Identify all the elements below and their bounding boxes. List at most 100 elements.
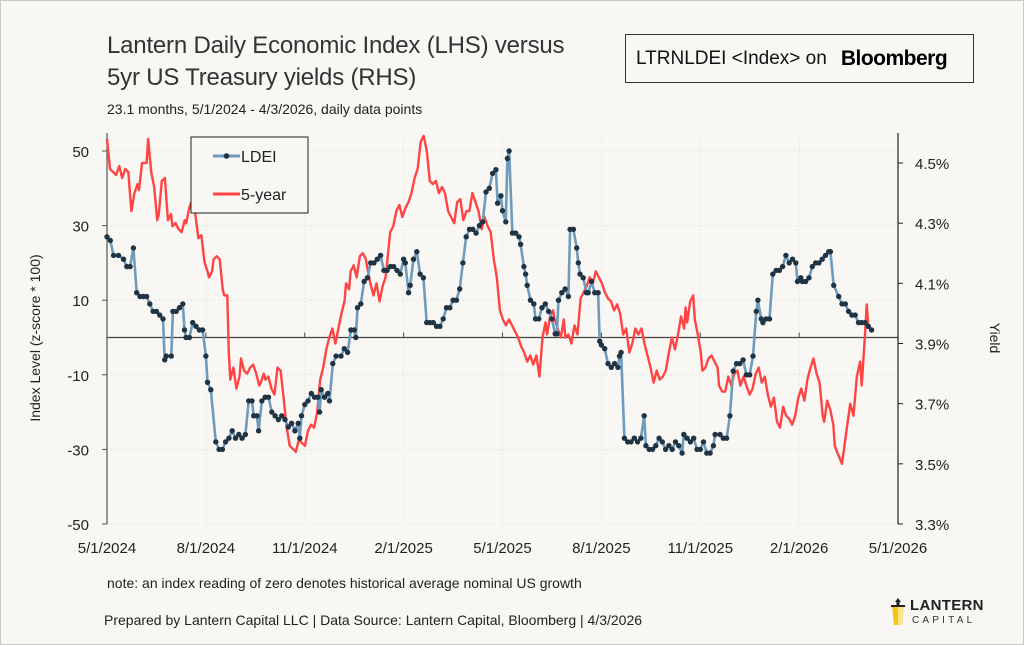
ldei-point bbox=[681, 431, 687, 438]
ldei-point bbox=[516, 234, 522, 240]
ldei-point bbox=[321, 394, 328, 400]
ldei-point bbox=[208, 387, 214, 393]
ldei-point bbox=[318, 387, 324, 393]
ldei-point bbox=[242, 431, 249, 438]
ldei-point bbox=[819, 256, 825, 262]
ldei-point bbox=[384, 267, 390, 274]
ldei-point bbox=[666, 443, 672, 449]
ldei-point bbox=[476, 222, 483, 229]
ldei-point bbox=[204, 379, 211, 385]
ldei-point bbox=[679, 450, 685, 456]
ldei-point bbox=[255, 428, 262, 434]
ldei-point bbox=[822, 252, 829, 259]
ldei-point bbox=[358, 301, 364, 307]
x-tick-label: 5/1/2026 bbox=[869, 540, 927, 557]
ldei-point bbox=[483, 189, 489, 195]
x-tick-label: 11/1/2024 bbox=[272, 540, 338, 557]
axes: 50 30 10 -10 -30 -50 4.5% 4.3% 4.1% 3.9% 3.7% 3.5% 3… bbox=[67, 133, 949, 557]
ldei-point bbox=[747, 372, 753, 378]
ldei-point bbox=[203, 353, 209, 359]
ldei-point bbox=[588, 278, 595, 285]
ldei-point bbox=[793, 260, 799, 266]
ldei-point bbox=[288, 420, 295, 426]
ldei-point bbox=[160, 316, 166, 322]
ldei-point bbox=[634, 439, 641, 445]
x-tick-label: 5/1/2024 bbox=[78, 540, 136, 557]
ldei-point bbox=[414, 249, 420, 255]
y-tick-label-left: -10 bbox=[67, 368, 89, 385]
ldei-point bbox=[354, 305, 361, 311]
ldei-point bbox=[618, 349, 624, 356]
ldei-point bbox=[297, 435, 303, 441]
ldei-point bbox=[147, 301, 153, 307]
ldei-point bbox=[504, 155, 511, 162]
ldei-point bbox=[638, 435, 644, 441]
ldei-point bbox=[330, 360, 336, 367]
ldei-point bbox=[420, 275, 427, 281]
ldei-point bbox=[542, 301, 548, 307]
x-tick-label: 5/1/2025 bbox=[473, 540, 531, 557]
ldei-point bbox=[473, 230, 479, 236]
bloomberg-logo: Bloomberg bbox=[840, 46, 948, 70]
ldei-point bbox=[397, 271, 403, 277]
ldei-point bbox=[341, 346, 347, 352]
ldei-point bbox=[239, 435, 245, 441]
ldei-point bbox=[316, 409, 323, 415]
ldei-point bbox=[555, 297, 562, 303]
legend-5-year-label: 5-year bbox=[241, 187, 287, 204]
x-tick-label: 2/1/2026 bbox=[770, 540, 828, 557]
ldei-point bbox=[517, 241, 524, 247]
ldei-point bbox=[565, 293, 572, 300]
ldei-point bbox=[653, 443, 659, 449]
ldei-point bbox=[521, 263, 527, 270]
ldei-point bbox=[186, 334, 193, 341]
ldei-point bbox=[333, 353, 339, 359]
ldei-point bbox=[513, 230, 519, 236]
ldei-point bbox=[282, 416, 288, 423]
ldei-point bbox=[766, 316, 773, 322]
y-tick-label-right: 4.3% bbox=[915, 216, 949, 233]
ldei-point bbox=[574, 245, 580, 251]
ldei-point bbox=[710, 443, 717, 449]
legend-ldei-marker bbox=[223, 153, 230, 159]
ldei-point bbox=[176, 305, 183, 311]
ldei-point bbox=[750, 353, 756, 359]
ldei-point bbox=[740, 357, 746, 363]
ldei-point bbox=[402, 260, 408, 266]
ldei-point bbox=[104, 234, 110, 240]
ldei-point bbox=[190, 319, 196, 326]
ldei-point bbox=[447, 305, 453, 311]
y-tick-label-left: 10 bbox=[72, 293, 89, 310]
ldei-point bbox=[776, 267, 783, 274]
ldei-point bbox=[338, 353, 344, 359]
ldei-point bbox=[539, 305, 545, 311]
ldei-point bbox=[862, 319, 868, 326]
ldei-point bbox=[361, 278, 367, 285]
ldei-point bbox=[527, 297, 534, 303]
x-tick-label: 8/1/2025 bbox=[572, 540, 630, 557]
ldei-point bbox=[463, 234, 469, 240]
ldei-point bbox=[453, 297, 460, 303]
ldei-point bbox=[305, 398, 311, 404]
source-line: Prepared by Lantern Capital LLC | Data S… bbox=[104, 612, 643, 628]
ldei-point bbox=[580, 275, 586, 281]
ldei-point bbox=[845, 308, 852, 315]
lantern-capital-logo: LANTERN CAPITAL bbox=[888, 597, 988, 629]
ldei-point bbox=[628, 439, 634, 445]
ldei-point bbox=[295, 420, 301, 426]
ldei-point bbox=[753, 308, 759, 315]
ldei-point bbox=[503, 219, 509, 225]
ldei-point bbox=[292, 428, 298, 434]
bloomberg-ticker-box: LTRNLDEI <Index> on Bloomberg bbox=[625, 34, 974, 83]
ldei-point bbox=[417, 271, 423, 277]
y-tick-label-left: -30 bbox=[67, 442, 89, 459]
ldei-point bbox=[585, 290, 591, 296]
ldei-point bbox=[803, 278, 809, 285]
y-axis-label-left: Index Level (z-score * 100) bbox=[27, 254, 43, 421]
ldei-point bbox=[595, 290, 601, 296]
logo-text-lantern: LANTERN bbox=[910, 597, 984, 614]
ldei-point bbox=[326, 398, 333, 404]
ldei-point bbox=[836, 293, 842, 300]
ldei-point bbox=[298, 413, 305, 419]
ldei-point bbox=[727, 413, 733, 419]
